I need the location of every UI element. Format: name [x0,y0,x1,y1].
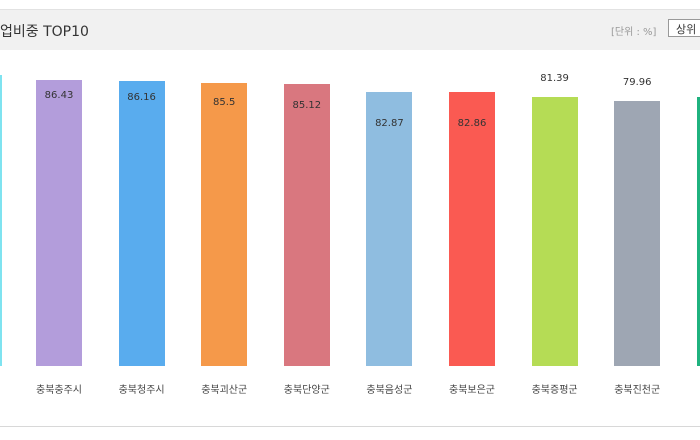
top-border [0,9,700,10]
data-label: 85.12 [292,100,322,112]
chart-header [0,10,700,50]
x-tick-label: 충북단양군 [283,385,330,396]
x-tick-label: 충북음성군 [366,385,413,396]
x-tick-label: 충북청주시 [118,385,165,396]
data-label: 85.5 [213,97,236,109]
bar [366,91,413,366]
bar-clipped-right [697,97,700,366]
x-tick-label: 충북증평군 [531,385,578,396]
data-label: 86.16 [127,92,156,104]
x-tick-label: 충북충주시 [36,385,82,396]
x-tick-label: 충북보은군 [449,385,495,396]
data-label: 86.43 [44,89,74,101]
bar [283,84,330,366]
data-label: 82.86 [457,117,487,129]
bar [118,80,165,366]
bar [614,101,661,366]
x-tick-label: 충북괴산군 [201,385,248,396]
unit-label: [단위 : %] [611,27,657,38]
top-rank-button[interactable]: 상위 [668,19,700,37]
bar [201,82,248,366]
data-label: 79.96 [622,77,652,89]
data-label: 82.87 [375,117,404,129]
bar-clipped-left [0,75,2,366]
bar [531,96,578,366]
bottom-border [0,426,700,427]
bar [449,91,495,366]
x-tick-label: 충북진천군 [614,385,661,396]
data-label: 81.39 [540,72,569,84]
chart-title: 업비중 TOP10 [0,24,89,40]
bar [36,79,82,366]
